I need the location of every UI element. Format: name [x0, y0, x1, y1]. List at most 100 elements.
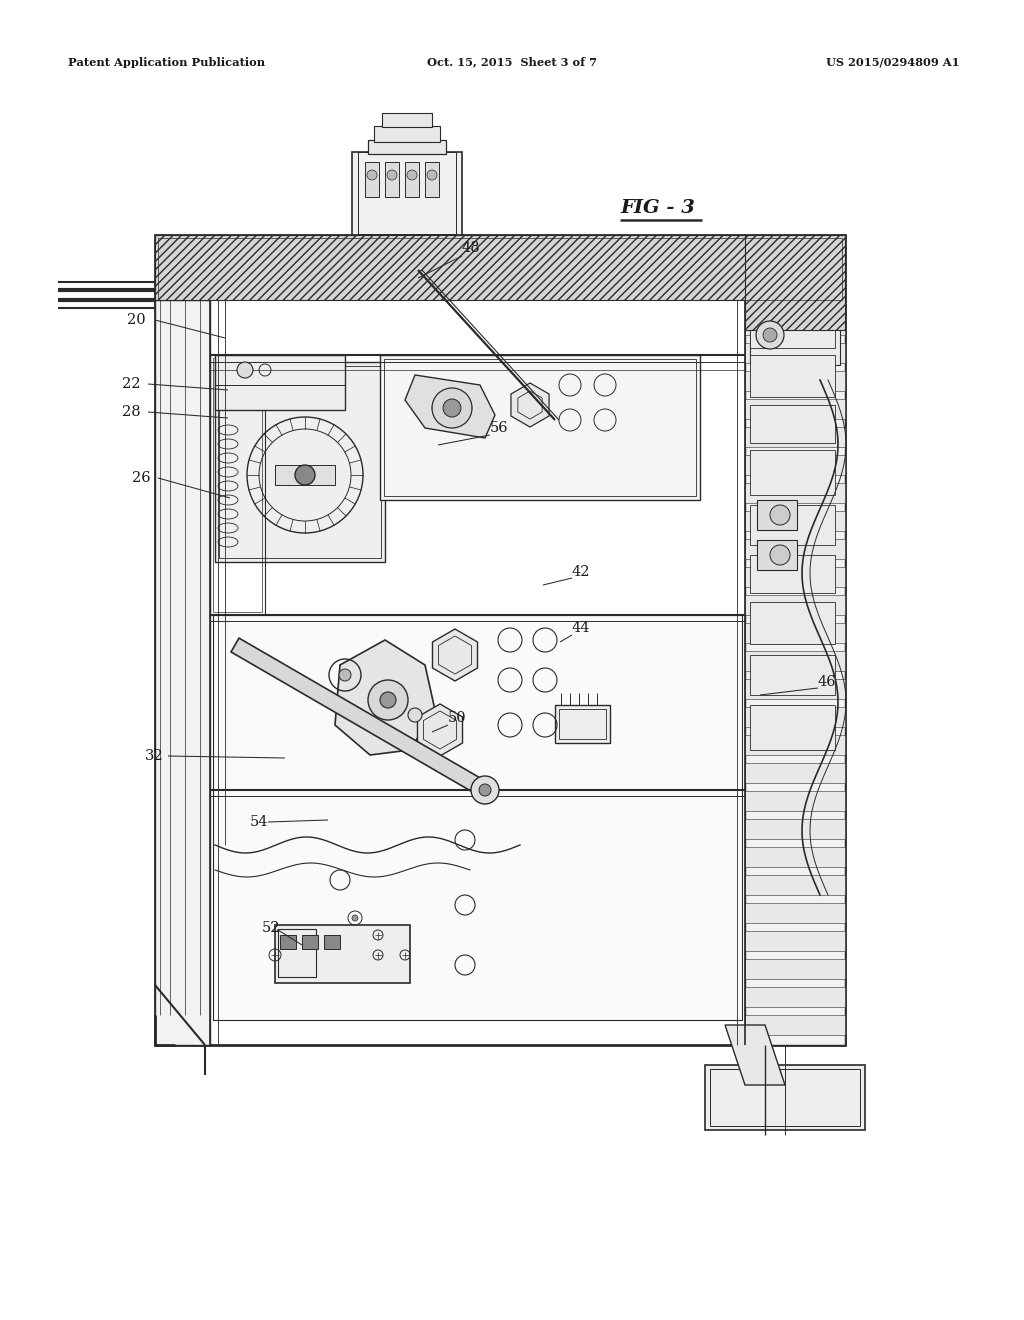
- Polygon shape: [335, 640, 435, 755]
- Circle shape: [763, 327, 777, 342]
- Bar: [324, 935, 340, 949]
- Bar: [368, 140, 446, 154]
- Bar: [358, 152, 456, 234]
- Bar: [757, 540, 797, 570]
- Bar: [745, 1015, 845, 1035]
- Bar: [750, 310, 835, 348]
- Bar: [745, 763, 845, 783]
- Bar: [213, 615, 742, 1020]
- Bar: [745, 931, 845, 950]
- Circle shape: [407, 170, 417, 180]
- Text: 52: 52: [262, 921, 281, 935]
- Circle shape: [443, 399, 461, 417]
- Circle shape: [471, 776, 499, 804]
- Bar: [745, 791, 845, 810]
- Circle shape: [352, 915, 358, 921]
- Bar: [155, 235, 845, 300]
- Text: 26: 26: [132, 471, 151, 484]
- Bar: [745, 735, 845, 755]
- Circle shape: [380, 692, 396, 708]
- Text: 42: 42: [572, 565, 591, 579]
- Text: 28: 28: [122, 405, 140, 418]
- Circle shape: [387, 170, 397, 180]
- Bar: [750, 506, 835, 545]
- Bar: [745, 426, 845, 447]
- Bar: [382, 114, 432, 127]
- Text: Patent Application Publication: Patent Application Publication: [68, 57, 265, 67]
- Bar: [555, 705, 610, 743]
- Text: 54: 54: [250, 814, 268, 829]
- Bar: [745, 511, 845, 531]
- Text: 44: 44: [572, 620, 591, 635]
- Bar: [210, 355, 265, 615]
- Polygon shape: [511, 383, 549, 426]
- Bar: [158, 238, 842, 300]
- Bar: [275, 925, 410, 983]
- Polygon shape: [231, 638, 489, 797]
- Bar: [745, 399, 845, 418]
- Circle shape: [237, 362, 253, 378]
- Bar: [710, 1069, 860, 1126]
- Polygon shape: [750, 345, 840, 861]
- Bar: [750, 450, 835, 495]
- Bar: [745, 568, 845, 587]
- Bar: [745, 818, 845, 840]
- Circle shape: [295, 465, 315, 484]
- Bar: [745, 371, 845, 391]
- Bar: [745, 595, 845, 615]
- Text: US 2015/0294809 A1: US 2015/0294809 A1: [826, 57, 961, 67]
- Circle shape: [770, 506, 790, 525]
- Bar: [745, 678, 845, 700]
- Bar: [705, 1065, 865, 1130]
- Bar: [750, 355, 835, 397]
- Bar: [745, 847, 845, 867]
- Polygon shape: [725, 1026, 785, 1085]
- Text: Oct. 15, 2015  Sheet 3 of 7: Oct. 15, 2015 Sheet 3 of 7: [427, 57, 597, 67]
- Polygon shape: [406, 375, 495, 438]
- Bar: [278, 929, 316, 977]
- Text: 20: 20: [127, 313, 145, 327]
- Circle shape: [427, 170, 437, 180]
- Bar: [745, 987, 845, 1007]
- Text: 56: 56: [490, 421, 509, 436]
- Bar: [745, 651, 845, 671]
- Text: 48: 48: [462, 242, 480, 255]
- Bar: [750, 405, 835, 444]
- Text: 46: 46: [818, 675, 837, 689]
- Circle shape: [432, 388, 472, 428]
- Circle shape: [408, 708, 422, 722]
- Bar: [374, 125, 440, 143]
- Circle shape: [339, 669, 351, 681]
- Bar: [380, 355, 700, 500]
- Bar: [559, 709, 606, 739]
- Bar: [745, 235, 845, 330]
- Bar: [365, 162, 379, 197]
- Circle shape: [756, 321, 784, 348]
- Bar: [385, 162, 399, 197]
- Bar: [745, 960, 845, 979]
- Bar: [275, 465, 335, 484]
- Bar: [750, 602, 835, 644]
- Bar: [215, 355, 345, 411]
- Bar: [352, 152, 462, 240]
- Bar: [155, 235, 845, 1045]
- Bar: [745, 539, 845, 558]
- Polygon shape: [432, 630, 477, 681]
- Bar: [750, 705, 835, 750]
- Bar: [219, 366, 381, 558]
- Circle shape: [367, 170, 377, 180]
- Bar: [757, 500, 797, 531]
- Bar: [425, 162, 439, 197]
- Polygon shape: [418, 704, 463, 756]
- Bar: [750, 305, 840, 366]
- Bar: [745, 315, 845, 335]
- Bar: [745, 455, 845, 475]
- Bar: [155, 300, 210, 1045]
- Bar: [406, 162, 419, 197]
- Bar: [745, 875, 845, 895]
- Bar: [750, 554, 835, 593]
- Bar: [745, 343, 845, 363]
- Bar: [302, 935, 318, 949]
- Bar: [215, 362, 385, 562]
- Text: 32: 32: [145, 748, 164, 763]
